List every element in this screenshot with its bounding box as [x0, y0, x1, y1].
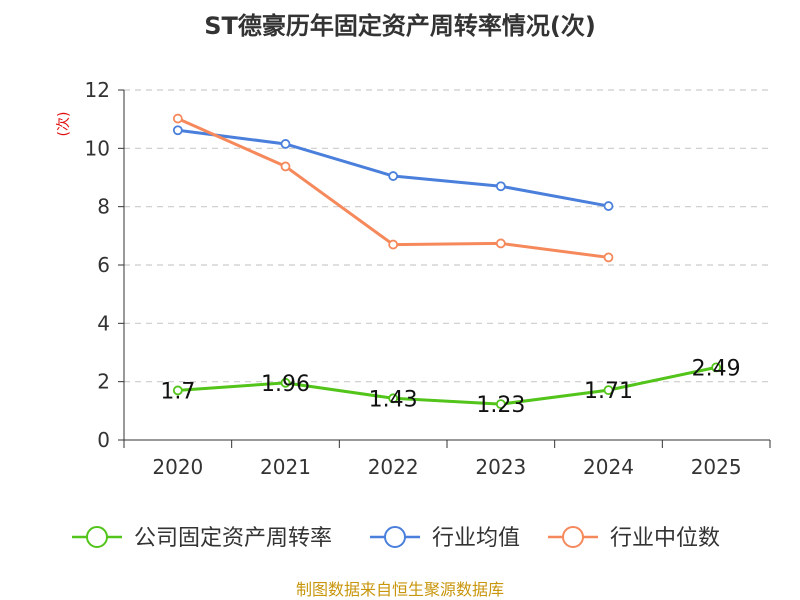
data-point: [172, 385, 183, 396]
data-label: 1.71: [584, 379, 633, 404]
data-point: [280, 377, 291, 388]
y-tick-label: 8: [97, 195, 110, 219]
data-point: [495, 238, 506, 249]
legend: 公司固定资产周转率 行业均值 行业中位数: [72, 526, 720, 551]
data-point: [603, 385, 614, 396]
x-tick-label: 2024: [583, 455, 634, 479]
data-point: [603, 252, 614, 263]
legend-swatch-marker: [562, 526, 584, 548]
y-tick-label: 0: [97, 428, 110, 452]
x-tick-label: 2025: [691, 455, 742, 479]
data-label: 1.43: [369, 387, 418, 412]
legend-label: 公司固定资产周转率: [134, 526, 332, 551]
data-point: [603, 201, 614, 211]
data-label: 1.7: [160, 379, 195, 404]
series-line-0: [177, 365, 717, 406]
data-point: [280, 161, 291, 172]
x-tick-label: 2023: [475, 455, 526, 479]
y-tick-labels: 0 2 4 6 8 10 12: [85, 78, 124, 452]
legend-swatch-marker: [384, 526, 406, 548]
x-tick-label: 2021: [260, 455, 311, 479]
data-label: 1.96: [261, 372, 310, 397]
data-labels: 1.7 1.96 1.43 1.23 1.71 2.49: [160, 356, 740, 418]
data-label: 2.49: [692, 356, 741, 381]
y-tick-label: 10: [85, 136, 110, 160]
data-point: [388, 239, 399, 250]
x-tick-label: 2020: [152, 455, 203, 479]
chart-title: ST德豪历年固定资产周转率情况(次): [204, 12, 596, 40]
data-point: [495, 399, 506, 410]
y-tick-label: 2: [97, 370, 110, 394]
y-tick-label: 12: [85, 78, 110, 102]
legend-swatch-marker: [86, 526, 108, 548]
data-point: [388, 393, 399, 404]
grid-lines: [124, 89, 770, 383]
data-point: [280, 139, 291, 149]
data-point: [172, 125, 183, 136]
data-point: [388, 171, 399, 181]
y-tick-label: 4: [97, 311, 110, 335]
y-axis-label: (次): [56, 112, 72, 137]
source-note: 制图数据来自恒生聚源数据库: [296, 580, 504, 599]
legend-label: 行业中位数: [610, 526, 720, 551]
series-line-1: [177, 128, 609, 208]
x-tick-labels: 2020 2021 2022 2023 2024 2025: [123, 440, 771, 479]
data-point: [172, 113, 183, 124]
x-tick-label: 2022: [368, 455, 419, 479]
data-label: 1.23: [476, 393, 525, 418]
y-tick-label: 6: [97, 253, 110, 277]
data-point: [711, 362, 722, 373]
series-layer: [172, 113, 722, 410]
data-point: [495, 181, 506, 192]
legend-label: 行业均值: [432, 526, 520, 551]
